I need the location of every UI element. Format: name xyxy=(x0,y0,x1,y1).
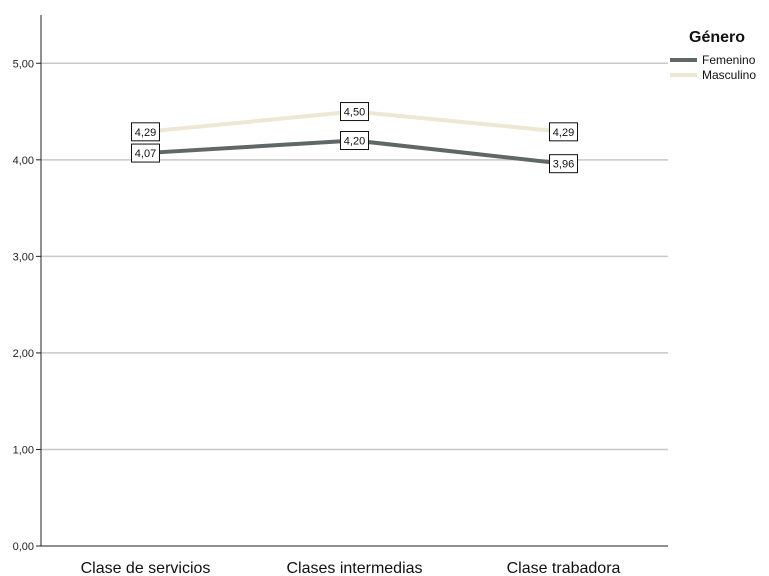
gridlines xyxy=(41,62,668,451)
data-label-box xyxy=(131,122,160,142)
data-label-text: 3,96 xyxy=(553,159,574,171)
data-labels: 4,07 4,20 3,96 4,29 4,50 4,29 xyxy=(131,102,578,174)
y-tick-label: 0,00 xyxy=(13,541,34,553)
data-label-text: 4,20 xyxy=(344,136,365,148)
y-tick-label: 5,00 xyxy=(13,58,34,70)
x-tick-label: Clase de servicios xyxy=(81,560,211,576)
data-label: 3,96 xyxy=(549,154,578,174)
y-tick-label: 3,00 xyxy=(13,251,34,263)
data-label-text: 4,29 xyxy=(135,127,156,139)
data-label-box xyxy=(549,122,578,142)
data-label-box xyxy=(340,102,369,122)
data-label-text: 4,29 xyxy=(553,127,574,139)
data-label: 4,29 xyxy=(549,122,578,142)
y-tick-labels: 0,00 1,00 2,00 3,00 4,00 5,00 xyxy=(13,58,41,553)
y-tick-label: 2,00 xyxy=(13,348,34,360)
y-tick-label: 1,00 xyxy=(13,444,34,456)
legend-item-label: Masculino xyxy=(702,68,756,82)
data-label: 4,20 xyxy=(340,131,369,151)
data-label-box xyxy=(549,154,578,174)
x-tick-label: Clase trabadora xyxy=(507,560,621,576)
data-label-text: 4,50 xyxy=(344,107,365,119)
y-tick-label: 4,00 xyxy=(13,155,34,167)
data-label-box xyxy=(131,143,160,163)
x-tick-label: Clases intermedias xyxy=(286,560,422,576)
data-label-box xyxy=(340,131,369,151)
data-label: 4,50 xyxy=(340,102,369,122)
legend-item-label: Femenino xyxy=(702,53,756,67)
legend-title: Género xyxy=(689,29,745,46)
data-label: 4,29 xyxy=(131,122,160,142)
data-label: 4,07 xyxy=(131,143,160,163)
x-tick-labels: Clase de servicios Clases intermedias Clas… xyxy=(81,560,621,576)
data-label-text: 4,07 xyxy=(135,148,156,160)
